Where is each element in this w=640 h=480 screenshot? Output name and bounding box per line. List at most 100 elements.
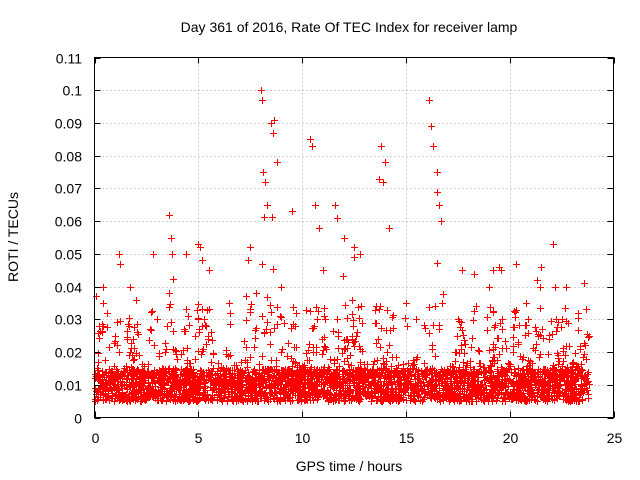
x-axis-label: GPS time / hours (296, 458, 403, 474)
x-tick-label: 5 (195, 430, 203, 446)
data-point (523, 378, 530, 385)
data-point (380, 179, 387, 186)
data-point (259, 97, 266, 104)
data-point (259, 353, 266, 360)
data-point (145, 361, 152, 368)
data-point (545, 393, 552, 400)
data-point (316, 225, 323, 232)
data-point (419, 373, 426, 380)
data-point (220, 395, 227, 402)
data-point (471, 386, 478, 393)
data-point (282, 395, 289, 402)
data-point (188, 386, 195, 393)
data-point (355, 304, 362, 311)
data-point (357, 385, 364, 392)
data-point (375, 382, 382, 389)
data-point (297, 383, 304, 390)
data-point (453, 349, 460, 356)
data-point (267, 396, 274, 403)
data-point (537, 393, 544, 400)
data-point (189, 369, 196, 376)
data-point (498, 267, 505, 274)
data-point (513, 397, 520, 404)
data-point (148, 327, 155, 334)
data-point (358, 370, 365, 377)
data-point (513, 373, 520, 380)
data-point (307, 308, 314, 315)
data-point (517, 385, 524, 392)
data-point (377, 303, 384, 310)
data-point (373, 386, 380, 393)
data-point (307, 136, 314, 143)
data-point (170, 276, 177, 283)
data-point (527, 358, 534, 365)
data-point (534, 277, 541, 284)
data-point (296, 396, 303, 403)
data-point (490, 384, 497, 391)
data-point (293, 344, 300, 351)
data-point (462, 341, 469, 348)
data-point (156, 379, 163, 386)
data-point (449, 363, 456, 370)
data-point (312, 372, 319, 379)
data-point (403, 300, 410, 307)
data-point (510, 324, 517, 331)
data-point (545, 375, 552, 382)
data-point (195, 376, 202, 383)
data-point (163, 346, 170, 353)
y-tick-label: 0.11 (56, 51, 82, 67)
data-point (195, 316, 202, 323)
data-point (579, 397, 586, 404)
y-axis-label: ROTI / TECUs (5, 192, 21, 282)
data-point (347, 388, 354, 395)
data-point (497, 320, 504, 327)
data-point (313, 304, 320, 311)
data-point (440, 291, 447, 298)
data-point (545, 351, 552, 358)
data-point (94, 397, 101, 404)
data-point (372, 307, 379, 314)
data-point (186, 360, 193, 367)
data-point (563, 367, 570, 374)
data-point (410, 390, 417, 397)
data-point (165, 391, 172, 398)
data-point (167, 396, 174, 403)
data-point (243, 293, 250, 300)
data-point (511, 366, 518, 373)
data-point (271, 325, 278, 332)
data-point (384, 349, 391, 356)
data-point (160, 382, 167, 389)
data-point (336, 363, 343, 370)
data-point (463, 368, 470, 375)
data-point (433, 391, 440, 398)
axis-layer: 0 0.01 0.02 0.03 0.04 0.05 0.06 0.07 0.08 0.09 0.1… (55, 51, 623, 447)
data-point (266, 389, 273, 396)
data-point (379, 398, 386, 405)
data-point (439, 375, 446, 382)
data-point (133, 350, 140, 357)
data-point (289, 371, 296, 378)
data-point (319, 351, 326, 358)
data-point (166, 373, 173, 380)
data-point (207, 371, 214, 378)
data-point (550, 241, 557, 248)
data-point (221, 394, 228, 401)
data-point (327, 377, 334, 384)
data-point (417, 397, 424, 404)
data-point (282, 374, 289, 381)
data-point (289, 208, 296, 215)
data-point (341, 358, 348, 365)
data-point (242, 357, 249, 364)
data-point (106, 397, 113, 404)
data-point (364, 361, 371, 368)
data-point (340, 273, 347, 280)
data-point (288, 385, 295, 392)
data-point (301, 397, 308, 404)
data-point (112, 392, 119, 399)
data-point (101, 383, 108, 390)
data-point (263, 368, 270, 375)
data-point (383, 327, 390, 334)
data-point (353, 367, 360, 374)
data-point (157, 391, 164, 398)
data-point (489, 398, 496, 405)
